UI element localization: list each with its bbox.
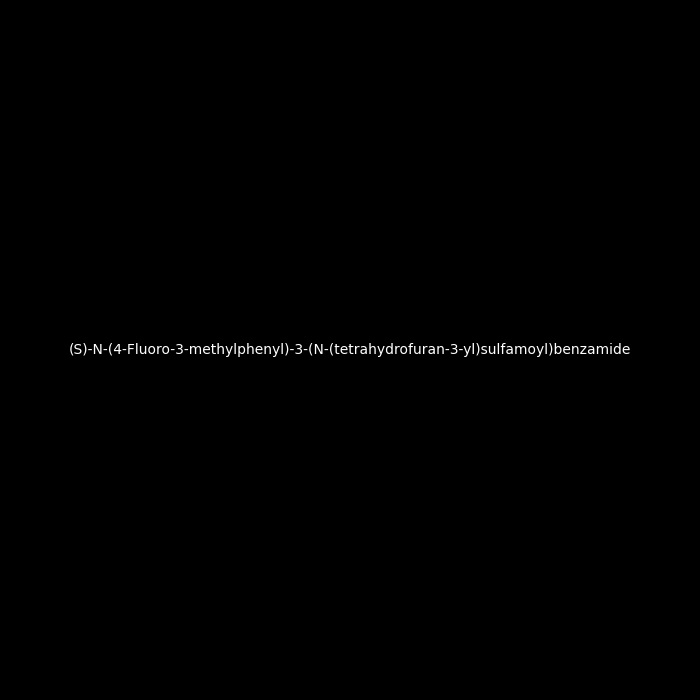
- Text: (S)-N-(4-Fluoro-3-methylphenyl)-3-(N-(tetrahydrofuran-3-yl)sulfamoyl)benzamide: (S)-N-(4-Fluoro-3-methylphenyl)-3-(N-(te…: [69, 343, 631, 357]
